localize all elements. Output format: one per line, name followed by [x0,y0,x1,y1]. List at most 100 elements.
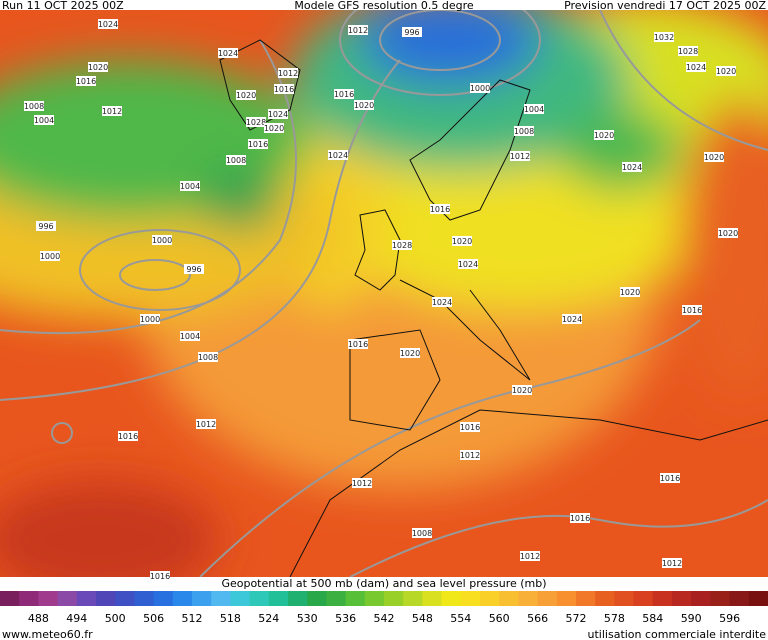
isobar-label: 1004 [524,105,544,114]
colorbar-swatch [326,591,347,606]
colorbar-swatch [19,591,39,606]
isobar-label: 1020 [704,153,724,162]
isobar-label-bg [460,422,480,432]
isobar-label-bg [236,90,256,100]
isobar-label: 1004 [34,116,54,125]
isobar-label-bg [102,106,122,116]
colorbar-swatch [307,591,327,606]
isobar-label-bg [620,287,640,297]
isobar-label: 996 [404,28,419,37]
colorbar-swatch [345,591,366,606]
colorbar-swatch [480,591,500,606]
isobar-label: 1000 [470,84,490,93]
isobar-label: 1012 [102,107,122,116]
isobar-label: 1016 [460,423,480,432]
isobar-label-bg [34,115,54,125]
colorbar-swatch [364,591,385,606]
colorbar-swatch [691,591,711,606]
colorbar-swatch [537,591,558,606]
isobar-label: 1020 [88,63,108,72]
isobars [0,10,768,577]
isobar-label: 1020 [354,101,374,110]
isobar-label-bg [180,331,200,341]
isobar-label: 1024 [458,260,478,269]
colorbar-label: 560 [489,612,510,625]
isobar-label-bg [432,297,452,307]
colorbar-swatch [134,591,155,606]
isobar-label-bg [226,155,246,165]
isobar-label: 1020 [716,67,736,76]
isobar-label: 1008 [514,127,534,136]
colorbar-swatch [652,591,673,606]
isobar-label: 1012 [196,420,216,429]
isobar-label-bg [400,348,420,358]
isobar-label-bg [510,151,530,161]
isobar-label-bg [152,235,172,245]
isobar-label-bg [412,528,432,538]
isobar-label-bg [268,109,288,119]
isobar-label: 1004 [180,332,200,341]
colorbar-swatch [422,591,443,606]
colorbar-swatch [518,591,539,606]
isobar-label-bg [184,264,204,274]
isobar-label: 1012 [352,479,372,488]
colorbar-label: 518 [220,612,241,625]
isobar-label: 1016 [150,572,170,581]
isobar-label: 996 [186,265,201,274]
colorbar-label: 494 [66,612,87,625]
colorbar-swatch [595,591,615,606]
colorbar-swatch [499,591,519,606]
site: www.meteo60.fr [2,628,93,640]
isobar-label-bg [654,32,674,42]
colorbar-swatch [192,591,212,606]
isobar-label: 1020 [620,288,640,297]
colorbar-swatch [748,591,768,606]
colorbar-swatch [172,591,193,606]
isobar-label-bg [514,126,534,136]
run-label: Run 11 OCT 2025 00Z [2,0,124,12]
colorbar-swatch [710,591,731,606]
isobar-label-bg [704,152,724,162]
isobar-labels: 1024 1012 996 1032 1028 1024 1012 1020 1016 1024 1… [24,19,738,581]
colorbar-label: 530 [297,612,318,625]
colorbar-swatch [633,591,654,606]
colorbar-label: 506 [143,612,164,625]
isobar-label-bg [348,25,368,35]
isobar-label: 1032 [654,33,674,42]
isobar-label: 1028 [392,241,412,250]
colorbar-swatch [57,591,78,606]
isobar-label: 1024 [218,49,238,58]
isobar-label: 1024 [268,110,288,119]
isobar-label-bg [716,66,736,76]
isobar-label-bg [36,221,56,231]
isobar-label-bg [392,240,412,250]
isobar-label-bg [622,162,642,172]
isobar-label: 1020 [512,386,532,395]
colorbar-label: 578 [604,612,625,625]
isobar-label: 996 [38,222,53,231]
isobar-label-bg [662,558,682,568]
colorbar-swatch [729,591,750,606]
isobar-label-bg [402,27,422,37]
colorbar-swatch [441,591,462,606]
isobar-label: 1012 [348,26,368,35]
colorbar-swatch [96,591,116,606]
colorbar-swatch [403,591,423,606]
isobar-label: 1016 [570,514,590,523]
isobar-label: 1000 [140,315,160,324]
colorbar-label: 554 [450,612,471,625]
colorbar-swatch [672,591,692,606]
isobar-label: 1000 [152,236,172,245]
map-field [0,10,768,577]
isobar-label-bg [218,48,238,58]
isobar-label: 1008 [226,156,246,165]
isobar-label: 1008 [412,529,432,538]
isobar-label: 1020 [264,124,284,133]
isobar-label-bg [278,68,298,78]
isobar-label-bg [562,314,582,324]
isobar-label: 1024 [622,163,642,172]
isobar-label-bg [524,104,544,114]
isobar-label-bg [348,339,368,349]
